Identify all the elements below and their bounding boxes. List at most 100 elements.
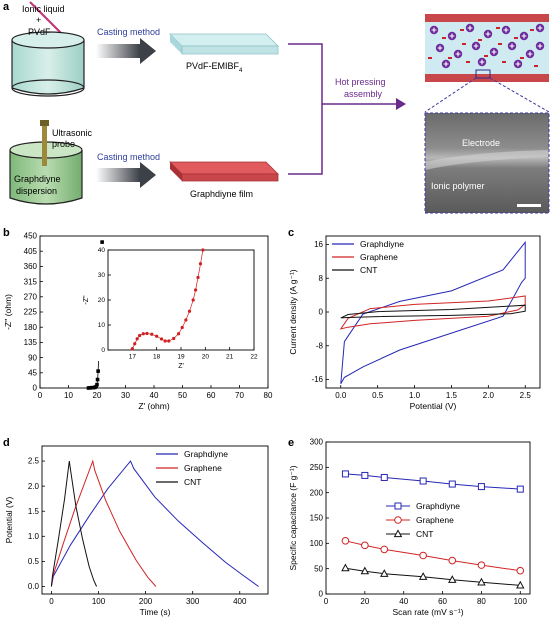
x-tick-label: 200 bbox=[139, 597, 153, 606]
film-pvdf-label: PVdF-EMIBF4 bbox=[186, 61, 243, 74]
legend-label: CNT bbox=[184, 477, 201, 487]
plus-icon bbox=[491, 49, 497, 55]
x-tick-label: 1.0 bbox=[409, 391, 421, 400]
casting-method-2: Casting method bbox=[97, 152, 160, 162]
series-graphene bbox=[50, 459, 157, 587]
connector-arrowhead bbox=[396, 98, 406, 110]
inset-point bbox=[138, 333, 142, 338]
beaker1-text-2: + bbox=[36, 15, 41, 25]
beaker-pvdf: Ionic liquid + PVdF bbox=[11, 1, 85, 97]
x-tick-label: 80 bbox=[477, 597, 486, 606]
y-tick-label: 40 bbox=[98, 247, 106, 254]
series-graphdiyne bbox=[50, 460, 259, 587]
anion-icon bbox=[514, 37, 518, 39]
x-tick-label: 19 bbox=[177, 354, 185, 361]
film-pvdf: PVdF-EMIBF4 bbox=[169, 33, 279, 74]
anion-icon bbox=[442, 37, 446, 39]
plus-icon bbox=[449, 33, 455, 39]
plus-icon bbox=[509, 43, 515, 49]
legend-label: CNT bbox=[360, 265, 377, 275]
legend-label: Graphene bbox=[184, 463, 222, 473]
x-axis-label: Time (s) bbox=[140, 607, 171, 617]
y-tick-label: 1.0 bbox=[28, 532, 40, 541]
anion-icon bbox=[462, 43, 466, 45]
plus-icon bbox=[537, 25, 543, 31]
series-cnt bbox=[345, 567, 521, 586]
x-tick-label: 60 bbox=[438, 597, 447, 606]
data-point bbox=[95, 382, 99, 387]
triangle-marker bbox=[341, 563, 350, 572]
y-tick-label: 10 bbox=[98, 322, 106, 329]
anion-icon bbox=[498, 43, 502, 45]
x-tick-label: 100 bbox=[92, 597, 106, 606]
triangle-marker bbox=[360, 566, 370, 575]
y-tick-label: 30 bbox=[98, 272, 106, 279]
probe-label-1: Ultrasonic bbox=[52, 128, 93, 138]
x-tick-label: 400 bbox=[233, 597, 247, 606]
sem-electrode-label: Electrode bbox=[462, 138, 500, 148]
beaker1-text-1: Ionic liquid bbox=[22, 4, 65, 14]
plus-icon bbox=[485, 31, 491, 37]
plus-icon bbox=[479, 59, 485, 65]
x-tick-label: 0.5 bbox=[372, 391, 384, 400]
square-marker bbox=[380, 473, 388, 481]
x-tick-label: 40 bbox=[150, 391, 159, 400]
legend-label: Graphene bbox=[360, 252, 398, 262]
inset-point bbox=[176, 332, 181, 336]
anion-icon bbox=[466, 61, 470, 63]
plus-icon bbox=[521, 33, 527, 39]
inset-point bbox=[163, 339, 167, 343]
inset-bg bbox=[94, 244, 258, 361]
arrow-2 bbox=[96, 162, 156, 188]
x-tick-label: 22 bbox=[250, 354, 258, 361]
x-tick-label: 1.5 bbox=[446, 391, 458, 400]
beaker2-text-2: dispersion bbox=[16, 186, 57, 196]
x-tick-label: 20 bbox=[202, 354, 210, 361]
anion-icon bbox=[530, 29, 534, 31]
chart-d: 0 100 200 300 400 0.0 0.5 1.0 1.5 2.0 2.5 Time (s) P… bbox=[4, 445, 269, 617]
panel-label-d: d bbox=[3, 437, 10, 449]
beaker1-text-3: PVdF bbox=[28, 27, 51, 37]
y-tick-label: 300 bbox=[310, 438, 324, 447]
plus-icon bbox=[473, 43, 479, 49]
circle-marker bbox=[419, 551, 427, 560]
x-tick-label: 18 bbox=[153, 354, 161, 361]
y-tick-label: 180 bbox=[24, 323, 38, 332]
anion-icon bbox=[484, 55, 488, 57]
y-tick-label: 50 bbox=[314, 564, 323, 573]
y-tick-label: 0 bbox=[319, 308, 324, 317]
y-tick-label: 2.5 bbox=[28, 457, 40, 466]
circle-marker bbox=[394, 516, 402, 524]
x-tick-label: 20 bbox=[93, 391, 102, 400]
triangle-marker bbox=[477, 577, 486, 586]
x-tick-label: 0 bbox=[49, 597, 54, 606]
inset-point bbox=[150, 332, 154, 336]
x-tick-label: 20 bbox=[360, 597, 369, 606]
plot-frame bbox=[41, 445, 269, 595]
triangle-marker bbox=[418, 572, 428, 580]
probe-label-2: probe bbox=[52, 139, 75, 149]
triangle-marker bbox=[380, 569, 389, 577]
x-tick-label: 0 bbox=[324, 597, 329, 606]
series-graphene bbox=[345, 540, 521, 572]
y-tick-label: -8 bbox=[316, 341, 324, 350]
plus-icon bbox=[443, 61, 449, 67]
data-point bbox=[100, 240, 104, 244]
square-marker bbox=[516, 485, 524, 493]
y-tick-label: 270 bbox=[24, 292, 38, 301]
arrow-1 bbox=[96, 38, 156, 64]
hot-pressing-2: assembly bbox=[344, 89, 383, 99]
anion-icon bbox=[520, 57, 524, 59]
x-tick-label: 100 bbox=[514, 597, 528, 606]
y-tick-label: 0 bbox=[33, 384, 38, 393]
chart-e: 0 20 40 60 80 100 0 50 100 150 200 250 300 Scan rate … bbox=[288, 438, 531, 617]
series-graphdiyne bbox=[340, 240, 526, 385]
hot-pressing-1: Hot pressing bbox=[335, 77, 386, 87]
x-tick-label: 21 bbox=[226, 354, 234, 361]
x-axis-label: Z' (ohm) bbox=[138, 401, 170, 411]
x-axis-label: Z' bbox=[178, 363, 184, 370]
inset-point bbox=[130, 347, 134, 351]
circle-marker bbox=[361, 541, 369, 550]
y-tick-label: 250 bbox=[310, 463, 324, 472]
y-tick-label: 0.0 bbox=[28, 582, 40, 591]
